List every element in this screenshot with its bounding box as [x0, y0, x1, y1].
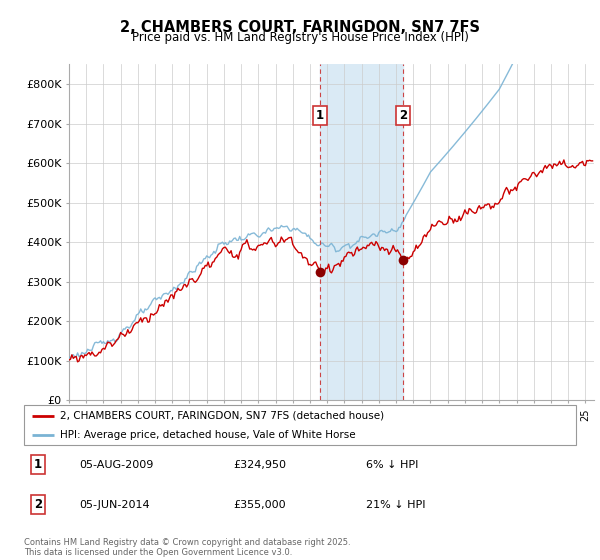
- Text: £324,950: £324,950: [234, 460, 287, 470]
- Bar: [320, 64, 403, 400]
- Text: 05-JUN-2014: 05-JUN-2014: [79, 500, 150, 510]
- Text: 05-AUG-2009: 05-AUG-2009: [79, 460, 154, 470]
- FancyBboxPatch shape: [24, 405, 576, 445]
- Text: 1: 1: [316, 109, 324, 122]
- Text: 2: 2: [399, 109, 407, 122]
- Text: Price paid vs. HM Land Registry's House Price Index (HPI): Price paid vs. HM Land Registry's House …: [131, 31, 469, 44]
- Text: 6% ↓ HPI: 6% ↓ HPI: [366, 460, 419, 470]
- Text: £355,000: £355,000: [234, 500, 286, 510]
- Text: 2: 2: [34, 498, 42, 511]
- Text: 1: 1: [34, 458, 42, 471]
- Text: HPI: Average price, detached house, Vale of White Horse: HPI: Average price, detached house, Vale…: [60, 430, 356, 440]
- Text: 2, CHAMBERS COURT, FARINGDON, SN7 7FS (detached house): 2, CHAMBERS COURT, FARINGDON, SN7 7FS (d…: [60, 411, 384, 421]
- Text: 2, CHAMBERS COURT, FARINGDON, SN7 7FS: 2, CHAMBERS COURT, FARINGDON, SN7 7FS: [120, 20, 480, 35]
- Text: Contains HM Land Registry data © Crown copyright and database right 2025.
This d: Contains HM Land Registry data © Crown c…: [24, 538, 350, 557]
- Text: 21% ↓ HPI: 21% ↓ HPI: [366, 500, 426, 510]
